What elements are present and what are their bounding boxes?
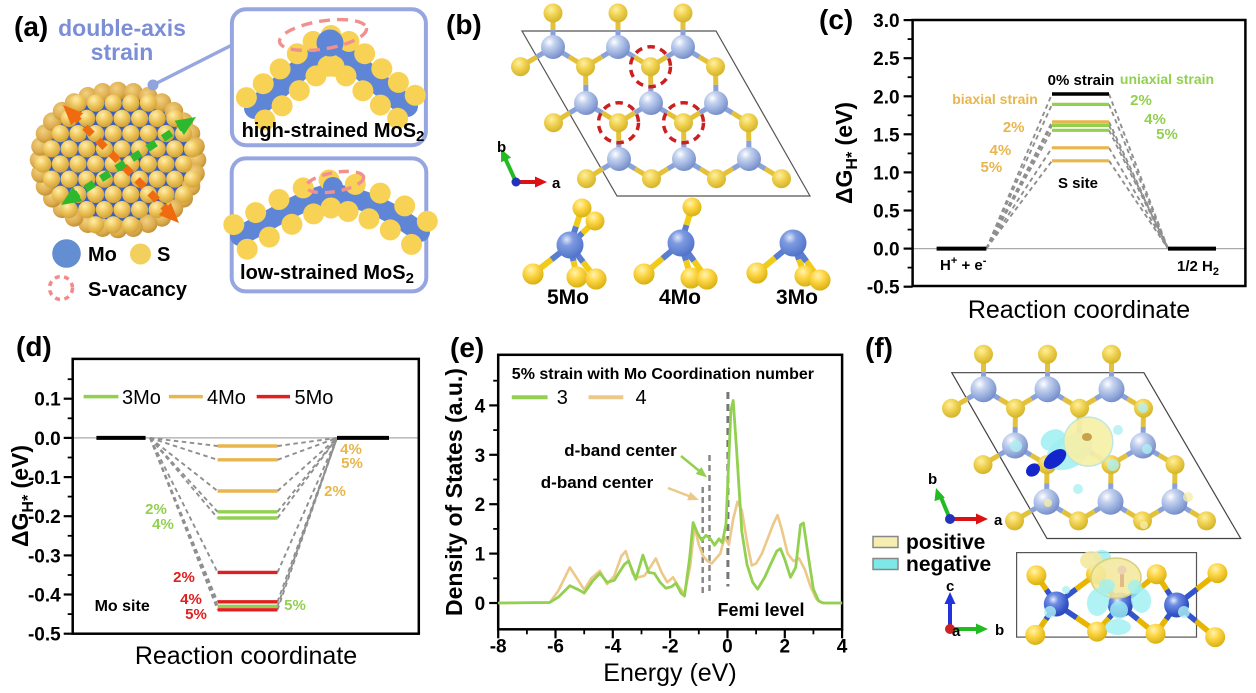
svg-text:3: 3	[557, 387, 568, 409]
svg-text:3: 3	[475, 446, 486, 467]
svg-text:Reaction coordinate: Reaction coordinate	[135, 642, 357, 670]
svg-text:5Mo: 5Mo	[547, 286, 589, 309]
svg-text:c: c	[946, 578, 954, 595]
svg-text:Femi level: Femi level	[717, 600, 804, 620]
svg-text:-2: -2	[662, 636, 679, 657]
svg-text:(c): (c)	[819, 4, 853, 35]
svg-text:5Mo: 5Mo	[295, 387, 334, 409]
svg-text:(d): (d)	[16, 331, 52, 362]
svg-text:5%: 5%	[981, 159, 1003, 176]
svg-text:positive: positive	[906, 531, 985, 554]
svg-text:2.5: 2.5	[873, 49, 900, 70]
svg-text:Mo: Mo	[88, 244, 117, 266]
svg-text:4: 4	[475, 396, 486, 417]
svg-text:Density of States (a.u.): Density of States (a.u.)	[441, 368, 467, 616]
svg-text:0.5: 0.5	[873, 202, 900, 223]
svg-text:0.0: 0.0	[34, 429, 60, 450]
svg-text:(f): (f)	[865, 332, 893, 363]
svg-text:b: b	[497, 139, 506, 156]
svg-text:1/2 H2: 1/2 H2	[1177, 258, 1219, 278]
svg-text:(e): (e)	[450, 332, 484, 363]
svg-text:3Mo: 3Mo	[776, 286, 818, 309]
svg-text:1.5: 1.5	[873, 125, 900, 146]
svg-text:4Mo: 4Mo	[207, 387, 246, 409]
svg-text:1.0: 1.0	[873, 163, 899, 184]
svg-text:4: 4	[837, 636, 848, 657]
svg-text:5% strain with Mo Coordination: 5% strain with Mo Coordination number	[512, 366, 814, 383]
svg-text:0% strain: 0% strain	[1048, 72, 1115, 89]
svg-text:0: 0	[722, 636, 733, 657]
svg-text:negative: negative	[906, 553, 991, 576]
svg-text:0.1: 0.1	[34, 390, 61, 411]
svg-text:-0.5: -0.5	[867, 278, 900, 299]
svg-text:4%: 4%	[1144, 111, 1166, 128]
svg-text:2%: 2%	[324, 483, 346, 500]
svg-text:Energy (eV): Energy (eV)	[603, 659, 736, 687]
svg-text:3Mo: 3Mo	[122, 387, 161, 409]
svg-text:-0.1: -0.1	[28, 468, 61, 489]
svg-text:2%: 2%	[145, 501, 167, 518]
svg-text:4Mo: 4Mo	[659, 286, 701, 309]
svg-text:4%: 4%	[990, 142, 1012, 159]
svg-text:S site: S site	[1058, 175, 1098, 192]
svg-text:a: a	[552, 175, 561, 192]
svg-text:low-strained MoS2: low-strained MoS2	[240, 262, 414, 287]
svg-text:double-axis: double-axis	[58, 15, 186, 41]
svg-text:b: b	[995, 622, 1004, 639]
svg-text:d-band center: d-band center	[541, 473, 654, 492]
svg-text:Mo site: Mo site	[95, 598, 150, 615]
svg-text:Reaction coordinate: Reaction coordinate	[968, 296, 1190, 324]
svg-text:S-vacancy: S-vacancy	[88, 279, 188, 301]
svg-text:strain: strain	[91, 39, 154, 65]
svg-text:0: 0	[475, 594, 486, 615]
svg-text:S: S	[157, 244, 170, 266]
svg-text:2%: 2%	[1130, 92, 1152, 109]
svg-text:a: a	[952, 623, 961, 640]
svg-text:2%: 2%	[1003, 119, 1025, 136]
svg-text:uniaxial strain: uniaxial strain	[1120, 71, 1214, 87]
svg-text:a: a	[994, 512, 1003, 529]
svg-text:3.0: 3.0	[873, 11, 899, 32]
svg-text:-0.3: -0.3	[28, 546, 61, 567]
svg-text:0.0: 0.0	[873, 240, 899, 261]
svg-text:5%: 5%	[341, 455, 363, 472]
svg-text:-8: -8	[490, 636, 507, 657]
svg-text:5%: 5%	[284, 597, 306, 614]
svg-text:-0.4: -0.4	[28, 586, 61, 607]
svg-text:-4: -4	[604, 636, 621, 657]
svg-text:b: b	[928, 471, 937, 488]
svg-text:1: 1	[475, 545, 486, 566]
svg-text:2: 2	[779, 636, 790, 657]
svg-text:5%: 5%	[1156, 126, 1178, 143]
svg-text:4%: 4%	[180, 591, 202, 608]
svg-text:2%: 2%	[173, 569, 195, 586]
svg-text:H+ + e-: H+ + e-	[940, 255, 987, 274]
svg-text:-6: -6	[547, 636, 564, 657]
svg-text:4%: 4%	[152, 516, 174, 533]
svg-text:2.0: 2.0	[873, 87, 899, 108]
svg-text:(b): (b)	[446, 9, 482, 40]
svg-text:5%: 5%	[185, 606, 207, 623]
svg-text:high-strained MoS2: high-strained MoS2	[242, 120, 425, 145]
svg-text:-0.2: -0.2	[28, 507, 61, 528]
svg-text:biaxial strain: biaxial strain	[952, 91, 1038, 107]
svg-text:(a): (a)	[14, 11, 48, 42]
svg-text:2: 2	[475, 495, 486, 516]
svg-text:-0.5: -0.5	[28, 625, 61, 646]
svg-text:d-band center: d-band center	[564, 441, 677, 460]
svg-text:4%: 4%	[340, 441, 362, 458]
svg-text:4: 4	[636, 387, 647, 409]
